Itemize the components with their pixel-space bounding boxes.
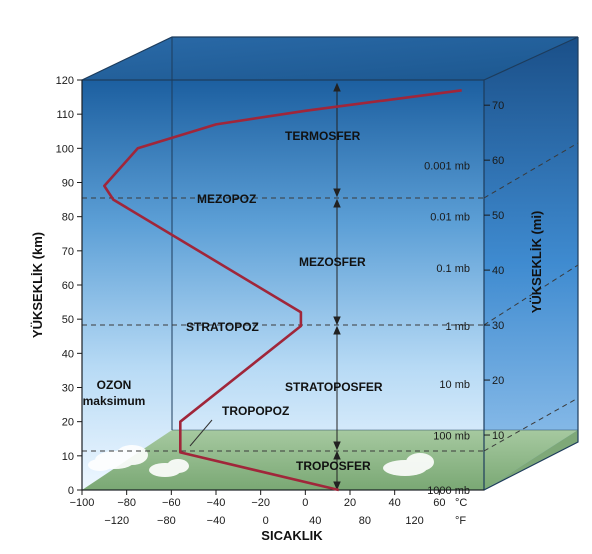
label-ozone-maximum: maksimum [83, 394, 146, 408]
pressure-label: 10 mb [439, 379, 470, 391]
label-mesosphere: MEZOSFER [299, 255, 366, 269]
ground-side [484, 430, 578, 490]
fahrenheit-tick-label: −120 [104, 515, 129, 527]
mi-tick-label: 70 [492, 100, 504, 112]
km-tick-label: 30 [62, 383, 74, 395]
celsius-tick-label: −40 [207, 497, 226, 509]
mi-tick-label: 10 [492, 430, 504, 442]
label-thermosphere: TERMOSFER [285, 129, 361, 143]
cloud-icon [149, 459, 189, 477]
km-tick-label: 120 [56, 75, 74, 87]
km-tick-label: 70 [62, 246, 74, 258]
celsius-tick-label: −20 [251, 497, 270, 509]
pressure-label: 1000 mb [427, 485, 470, 497]
y-axis-right-title: YÜKSEKLİK (mi) [529, 211, 544, 314]
pressure-label: 0.01 mb [430, 212, 470, 224]
ground-surface [82, 430, 578, 490]
km-tick-label: 90 [62, 178, 74, 190]
km-tick-label: 50 [62, 314, 74, 326]
cube-front-face [82, 80, 484, 490]
fahrenheit-unit-label: °F [455, 515, 466, 527]
tropopause-pointer [189, 419, 213, 447]
pressure-label: 0.001 mb [424, 160, 470, 172]
layer-range-arrows [333, 82, 341, 491]
celsius-tick-label: 40 [389, 497, 401, 509]
mi-tick-label: 30 [492, 320, 504, 332]
fahrenheit-tick-label: 40 [309, 515, 321, 527]
celsius-tick-label: 0 [302, 497, 308, 509]
label-stratopause: STRATOPOZ [186, 320, 259, 334]
mi-tick-label: 20 [492, 375, 504, 387]
celsius-tick-label: −100 [70, 497, 95, 509]
fahrenheit-tick-label: 0 [263, 515, 269, 527]
celsius-tick-label: 60 [433, 497, 445, 509]
mi-tick-label: 60 [492, 155, 504, 167]
celsius-unit-label: °C [455, 497, 467, 509]
pressure-label: 0.1 mb [436, 263, 470, 275]
celsius-tick-label: 20 [344, 497, 356, 509]
km-tick-label: 80 [62, 212, 74, 224]
label-stratosphere: STRATOPOSFER [285, 380, 383, 394]
fahrenheit-tick-label: −40 [207, 515, 226, 527]
km-tick-label: 10 [62, 451, 74, 463]
cloud-icon [383, 453, 434, 476]
cube-top-face [82, 37, 578, 80]
km-tick-label: 60 [62, 280, 74, 292]
km-tick-label: 110 [56, 109, 74, 121]
cloud-icon [88, 445, 148, 471]
pressure-labels: 1000 mb 100 mb 10 mb 1 mb 0.1 mb 0.01 mb 0.001… [424, 160, 470, 497]
km-tick-label: 20 [62, 417, 74, 429]
km-tick-label: 100 [56, 143, 74, 155]
km-tick-label: 40 [62, 348, 74, 360]
mi-axis-ticks: 10 20 30 40 50 60 70 [484, 100, 504, 442]
boundary-lines [82, 142, 579, 452]
y-axis-left-title: YÜKSEKLİK (km) [30, 232, 45, 338]
pressure-label: 100 mb [433, 430, 470, 442]
label-mesopause: MEZOPOZ [197, 192, 256, 206]
km-axis-ticks: 0 10 20 30 40 50 60 70 80 90 100 110 120 [56, 75, 82, 497]
mi-tick-label: 40 [492, 265, 504, 277]
cube-right-face [484, 37, 578, 490]
temperature-profile-curve [103, 89, 462, 492]
celsius-axis-ticks: −100 −80 −60 −40 −20 0 20 40 60 [70, 490, 445, 509]
fahrenheit-tick-label: 80 [359, 515, 371, 527]
label-tropopause: TROPOPOZ [222, 404, 289, 418]
label-troposphere: TROPOSFER [296, 459, 371, 473]
pressure-label: 1 mb [446, 321, 470, 333]
label-ozone: OZON [97, 378, 132, 392]
x-axis-title: SICAKLIK [261, 528, 323, 543]
km-tick-label: 0 [68, 485, 74, 497]
fahrenheit-tick-label: 120 [405, 515, 423, 527]
celsius-tick-label: −60 [162, 497, 181, 509]
celsius-tick-label: −80 [117, 497, 136, 509]
fahrenheit-axis-ticks: −120 −80 −40 0 40 80 120 [104, 515, 423, 527]
fahrenheit-tick-label: −80 [157, 515, 176, 527]
mi-tick-label: 50 [492, 210, 504, 222]
